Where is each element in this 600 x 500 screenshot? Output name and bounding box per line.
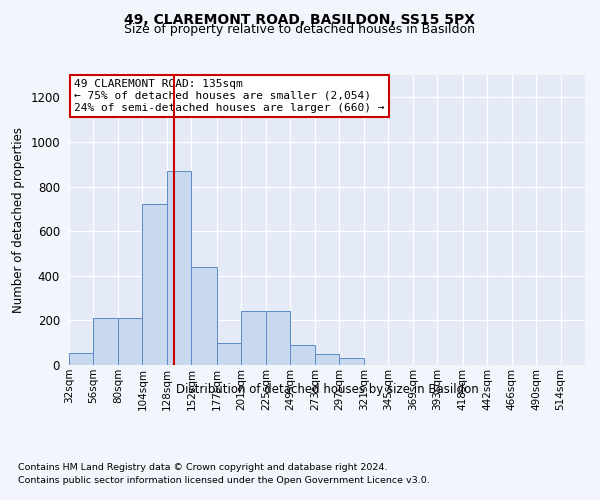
Bar [217, 342, 241, 365]
Y-axis label: Number of detached properties: Number of detached properties [11, 127, 25, 313]
Text: 49, CLAREMONT ROAD, BASILDON, SS15 5PX: 49, CLAREMONT ROAD, BASILDON, SS15 5PX [125, 12, 476, 26]
Bar [69, 352, 94, 365]
Text: Contains HM Land Registry data © Crown copyright and database right 2024.: Contains HM Land Registry data © Crown c… [18, 462, 388, 471]
Bar [241, 312, 266, 365]
Bar [118, 318, 142, 365]
Text: Size of property relative to detached houses in Basildon: Size of property relative to detached ho… [125, 24, 476, 36]
Text: 49 CLAREMONT ROAD: 135sqm
← 75% of detached houses are smaller (2,054)
24% of se: 49 CLAREMONT ROAD: 135sqm ← 75% of detac… [74, 80, 385, 112]
Bar [142, 204, 167, 365]
Text: Contains public sector information licensed under the Open Government Licence v3: Contains public sector information licen… [18, 476, 430, 485]
Bar [290, 345, 315, 365]
Text: Distribution of detached houses by size in Basildon: Distribution of detached houses by size … [176, 382, 478, 396]
Bar [167, 171, 191, 365]
Bar [266, 312, 290, 365]
Bar [315, 354, 339, 365]
Bar [94, 318, 118, 365]
Bar [191, 267, 217, 365]
Bar [339, 358, 364, 365]
